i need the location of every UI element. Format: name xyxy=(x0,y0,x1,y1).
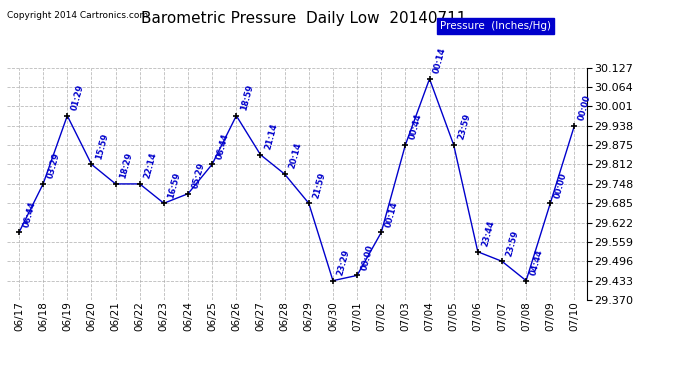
Text: 15:59: 15:59 xyxy=(95,132,110,160)
Text: 00:44: 00:44 xyxy=(408,112,424,141)
Text: 00:14: 00:14 xyxy=(433,46,448,75)
Text: 23:59: 23:59 xyxy=(457,112,472,141)
Text: 23:29: 23:29 xyxy=(336,248,351,276)
Text: 06:44: 06:44 xyxy=(215,132,230,160)
Text: 18:59: 18:59 xyxy=(239,84,255,111)
Text: Barometric Pressure  Daily Low  20140711: Barometric Pressure Daily Low 20140711 xyxy=(141,11,466,26)
Text: 04:44: 04:44 xyxy=(529,248,544,276)
Text: Pressure  (Inches/Hg): Pressure (Inches/Hg) xyxy=(440,21,551,31)
Text: 00:00: 00:00 xyxy=(360,243,375,271)
Text: 05:29: 05:29 xyxy=(191,162,206,190)
Text: 16:59: 16:59 xyxy=(167,171,182,199)
Text: 00:00: 00:00 xyxy=(553,171,569,199)
Text: 01:29: 01:29 xyxy=(70,84,86,111)
Text: 23:59: 23:59 xyxy=(505,229,520,257)
Text: 18:29: 18:29 xyxy=(119,152,134,180)
Text: 20:14: 20:14 xyxy=(288,142,303,170)
Text: 23:44: 23:44 xyxy=(481,219,496,248)
Text: Copyright 2014 Cartronics.com: Copyright 2014 Cartronics.com xyxy=(7,11,148,20)
Text: 22:14: 22:14 xyxy=(143,152,158,180)
Text: 03:29: 03:29 xyxy=(46,152,61,180)
Text: 21:14: 21:14 xyxy=(264,122,279,150)
Text: 21:59: 21:59 xyxy=(312,171,327,199)
Text: 00:00: 00:00 xyxy=(578,94,593,122)
Text: 00:14: 00:14 xyxy=(384,200,400,228)
Text: 06:44: 06:44 xyxy=(22,200,37,228)
